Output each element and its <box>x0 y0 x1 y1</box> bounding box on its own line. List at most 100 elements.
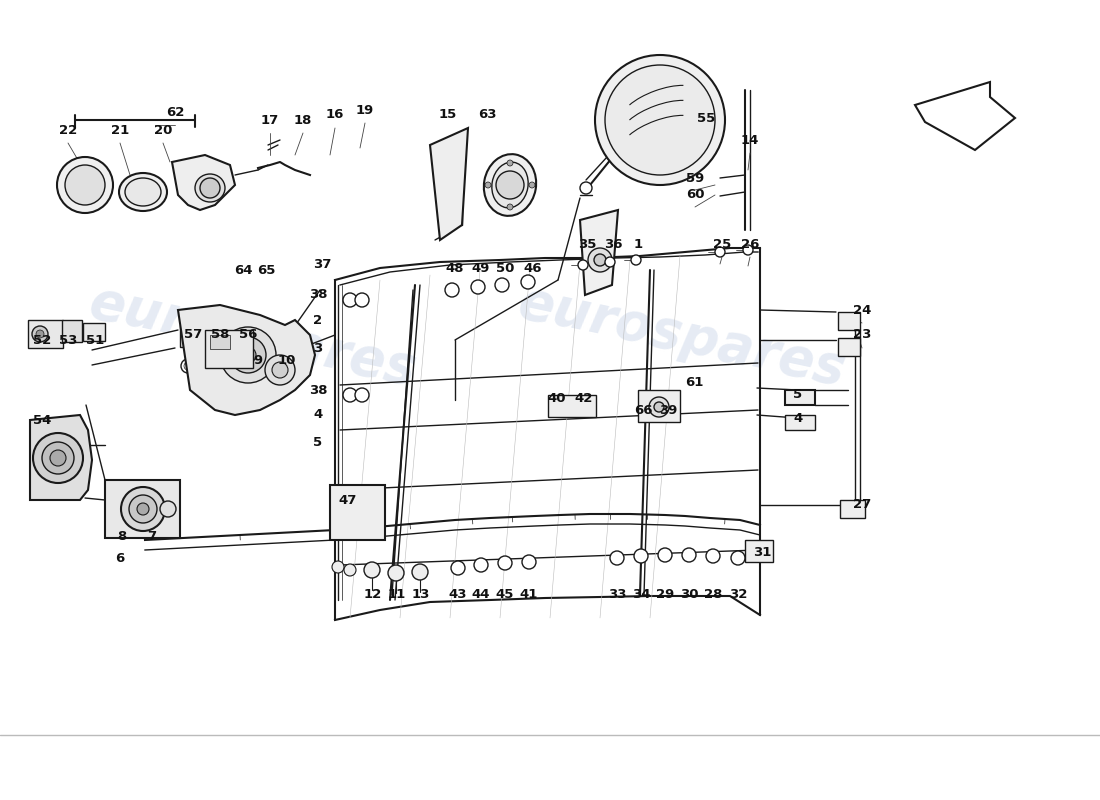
Circle shape <box>182 359 195 373</box>
Text: 19: 19 <box>356 103 374 117</box>
Circle shape <box>649 397 669 417</box>
Polygon shape <box>580 210 618 295</box>
Circle shape <box>498 556 512 570</box>
Text: 11: 11 <box>388 587 406 601</box>
Circle shape <box>355 293 368 307</box>
Text: 43: 43 <box>449 587 468 601</box>
Circle shape <box>200 178 220 198</box>
Circle shape <box>605 257 615 267</box>
Polygon shape <box>178 305 315 415</box>
Bar <box>840 500 865 518</box>
Text: 7: 7 <box>147 530 156 542</box>
Circle shape <box>240 347 256 363</box>
Ellipse shape <box>119 173 167 211</box>
Circle shape <box>138 503 148 515</box>
Polygon shape <box>915 82 1015 150</box>
Ellipse shape <box>484 154 536 216</box>
Circle shape <box>507 160 513 166</box>
Circle shape <box>230 337 266 373</box>
Bar <box>205 330 253 368</box>
Text: 28: 28 <box>704 587 723 601</box>
Bar <box>82 323 104 341</box>
Circle shape <box>42 442 74 474</box>
Text: 21: 21 <box>111 123 129 137</box>
Text: 29: 29 <box>656 587 674 601</box>
Text: 38: 38 <box>309 383 328 397</box>
Circle shape <box>160 501 176 517</box>
Bar <box>638 390 680 422</box>
Circle shape <box>594 254 606 266</box>
Polygon shape <box>172 155 235 210</box>
Circle shape <box>344 564 356 576</box>
Bar <box>838 312 860 330</box>
Ellipse shape <box>195 174 226 202</box>
Polygon shape <box>210 340 280 400</box>
Text: 54: 54 <box>33 414 52 426</box>
Circle shape <box>50 450 66 466</box>
Circle shape <box>332 561 344 573</box>
Circle shape <box>343 293 358 307</box>
Text: 47: 47 <box>339 494 358 506</box>
Text: 1: 1 <box>634 238 642 251</box>
Text: eurospares: eurospares <box>514 276 850 396</box>
Text: 22: 22 <box>59 123 77 137</box>
Circle shape <box>388 565 404 581</box>
Text: 41: 41 <box>520 587 538 601</box>
Circle shape <box>682 548 696 562</box>
Bar <box>548 395 596 417</box>
Circle shape <box>214 368 229 382</box>
Text: 31: 31 <box>752 546 771 558</box>
Text: 64: 64 <box>233 263 252 277</box>
Text: 24: 24 <box>852 303 871 317</box>
Bar <box>210 335 230 349</box>
Text: 25: 25 <box>713 238 732 251</box>
Text: 60: 60 <box>685 189 704 202</box>
Bar <box>330 485 385 540</box>
Circle shape <box>121 487 165 531</box>
Bar <box>208 328 230 346</box>
Text: 65: 65 <box>256 263 275 277</box>
Bar <box>180 325 205 347</box>
Circle shape <box>732 551 745 565</box>
Text: 44: 44 <box>472 587 491 601</box>
Circle shape <box>204 363 217 377</box>
Circle shape <box>194 381 202 389</box>
Circle shape <box>588 248 612 272</box>
Ellipse shape <box>492 162 528 208</box>
Text: 48: 48 <box>446 262 464 274</box>
Text: 55: 55 <box>697 111 715 125</box>
Circle shape <box>57 157 113 213</box>
Circle shape <box>496 171 524 199</box>
Circle shape <box>471 280 485 294</box>
Text: 6: 6 <box>116 551 124 565</box>
Text: 14: 14 <box>740 134 759 146</box>
Circle shape <box>610 551 624 565</box>
Text: 56: 56 <box>239 329 257 342</box>
Circle shape <box>220 327 276 383</box>
Text: 53: 53 <box>58 334 77 346</box>
Text: 63: 63 <box>477 109 496 122</box>
Circle shape <box>485 182 491 188</box>
Circle shape <box>364 562 380 578</box>
Text: 17: 17 <box>261 114 279 126</box>
Circle shape <box>578 260 588 270</box>
Bar <box>104 480 180 538</box>
Circle shape <box>32 326 48 342</box>
Text: 12: 12 <box>364 587 382 601</box>
Text: 30: 30 <box>680 587 698 601</box>
Circle shape <box>595 55 725 185</box>
Text: 33: 33 <box>607 587 626 601</box>
Text: 10: 10 <box>278 354 296 366</box>
Circle shape <box>495 278 509 292</box>
Circle shape <box>451 561 465 575</box>
Text: 16: 16 <box>326 109 344 122</box>
Text: 8: 8 <box>118 530 127 542</box>
Text: 61: 61 <box>685 375 703 389</box>
Text: 4: 4 <box>793 411 803 425</box>
Circle shape <box>191 378 205 392</box>
Text: 46: 46 <box>524 262 542 274</box>
Text: 66: 66 <box>634 403 652 417</box>
Circle shape <box>265 355 295 385</box>
Circle shape <box>129 495 157 523</box>
Ellipse shape <box>125 178 161 206</box>
